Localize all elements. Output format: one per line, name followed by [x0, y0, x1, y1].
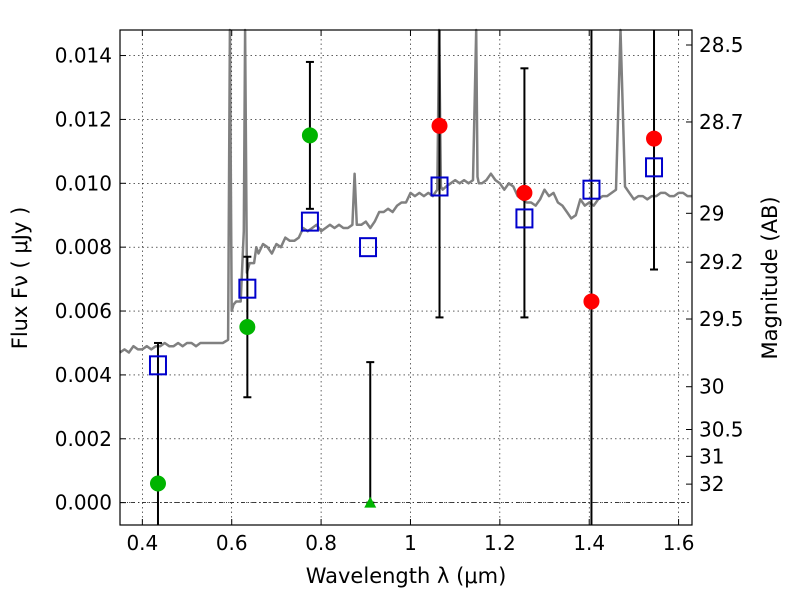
y2-tick-label: 31 [699, 444, 724, 468]
y2-tick-label: 28.7 [699, 110, 744, 134]
plot-frame [119, 29, 693, 526]
model-square-marker [300, 211, 319, 232]
tick-marks [120, 30, 692, 525]
y-axis-label: Flux Fν ( μJy ) [8, 207, 32, 350]
x-tick-label: 1.6 [663, 531, 695, 555]
spectrum-series [119, 28, 692, 354]
model-square-marker [238, 278, 257, 299]
x-tick-label: 1.2 [484, 531, 516, 555]
y-tick-label: 0.012 [55, 107, 112, 131]
grid-lines [120, 30, 692, 525]
x-tick-label: 1.4 [573, 531, 605, 555]
y-tick-label: 0.010 [55, 171, 112, 195]
model-square-marker [148, 355, 167, 376]
y-tick-label: 0.004 [55, 363, 112, 387]
y-tick-label: 0.000 [55, 491, 112, 515]
spectrum-line [119, 28, 692, 354]
y-tick-label: 0.014 [55, 44, 112, 68]
red-point-marker [583, 293, 600, 310]
green-point-marker [301, 127, 318, 144]
y-tick-label: 0.008 [55, 235, 112, 259]
y2-tick-label: 29.5 [699, 307, 744, 331]
y2-tick-label: 28.5 [699, 33, 744, 57]
y-tick-label: 0.002 [55, 427, 112, 451]
model-square-marker [430, 176, 449, 197]
data-markers [148, 117, 664, 508]
model-square-marker [515, 208, 534, 229]
green-triangle-marker [364, 496, 377, 508]
green-point-marker [239, 319, 256, 335]
model-square-marker [582, 179, 601, 200]
x-tick-label: 0.8 [305, 531, 337, 555]
green-point-marker [149, 475, 166, 492]
y2-tick-label: 29.2 [699, 250, 744, 274]
y2-tick-label: 30.5 [699, 418, 744, 442]
model-square-marker [359, 237, 378, 258]
model-square-marker [645, 157, 664, 178]
y2-tick-label: 30 [699, 375, 724, 399]
x-tick-label: 1 [404, 531, 417, 555]
red-point-marker [646, 130, 663, 147]
red-point-marker [431, 117, 448, 134]
y2-tick-label: 29 [699, 201, 724, 225]
x-axis-label: Wavelength λ (μm) [306, 564, 507, 588]
x-tick-label: 0.4 [126, 531, 158, 555]
y2-tick-label: 32 [699, 472, 724, 496]
x-tick-label: 0.6 [216, 531, 248, 555]
y-tick-labels: 0.000 0.002 0.004 0.006 0.008 0.010 0.012 0.014 [55, 44, 112, 515]
x-tick-labels: 0.4 0.6 0.8 1 1.2 1.4 1.6 [126, 531, 694, 555]
y2-axis-label: Magnitude (AB) [758, 196, 782, 359]
y-tick-label: 0.006 [55, 299, 112, 323]
y2-tick-labels: 28.5 28.7 29 29.2 29.5 30 30.531 32 [699, 33, 744, 496]
red-point-marker [516, 184, 533, 201]
